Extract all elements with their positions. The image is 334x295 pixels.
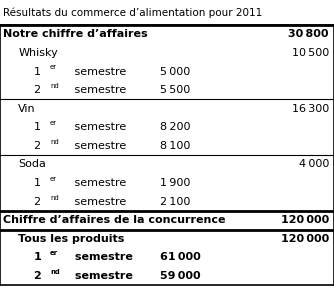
- Text: Vin: Vin: [18, 104, 36, 114]
- Text: 59 000: 59 000: [160, 271, 201, 281]
- Text: semestre: semestre: [70, 178, 126, 188]
- Text: nd: nd: [50, 83, 59, 89]
- Text: semestre: semestre: [70, 85, 126, 95]
- Text: 10 500: 10 500: [292, 48, 329, 58]
- Text: 2: 2: [33, 271, 41, 281]
- Text: semestre: semestre: [70, 67, 126, 76]
- Text: Chiffre d’affaires de la concurrence: Chiffre d’affaires de la concurrence: [3, 215, 226, 225]
- Text: 2 100: 2 100: [160, 197, 191, 206]
- Text: semestre: semestre: [70, 197, 126, 206]
- Text: 8 200: 8 200: [160, 122, 191, 132]
- Text: Tous les produits: Tous les produits: [18, 234, 125, 244]
- Text: 2: 2: [33, 141, 40, 151]
- Text: 1: 1: [33, 67, 40, 76]
- Text: 2: 2: [33, 197, 40, 206]
- Text: semestre: semestre: [70, 271, 132, 281]
- Text: 1: 1: [33, 253, 41, 262]
- Text: 5 500: 5 500: [160, 85, 191, 95]
- Text: er: er: [50, 64, 57, 71]
- Text: 120 000: 120 000: [281, 215, 329, 225]
- Text: Résultats du commerce d’alimentation pour 2011: Résultats du commerce d’alimentation pou…: [3, 7, 263, 18]
- Text: er: er: [50, 250, 58, 256]
- Text: 1: 1: [33, 178, 40, 188]
- Text: 5 000: 5 000: [160, 67, 191, 76]
- Text: semestre: semestre: [70, 122, 126, 132]
- Text: 1 900: 1 900: [160, 178, 191, 188]
- Text: nd: nd: [50, 194, 59, 201]
- Text: Whisky: Whisky: [18, 48, 58, 58]
- Text: semestre: semestre: [70, 141, 126, 151]
- Text: 8 100: 8 100: [160, 141, 191, 151]
- Text: 30 800: 30 800: [289, 30, 329, 39]
- Text: 16 300: 16 300: [292, 104, 329, 114]
- Text: 1: 1: [33, 122, 40, 132]
- Text: nd: nd: [50, 269, 60, 275]
- Text: Notre chiffre d’affaires: Notre chiffre d’affaires: [3, 30, 148, 39]
- Text: 2: 2: [33, 85, 40, 95]
- Text: semestre: semestre: [70, 253, 132, 262]
- Text: er: er: [50, 120, 57, 126]
- Text: er: er: [50, 176, 57, 182]
- Text: 120 000: 120 000: [281, 234, 329, 244]
- Text: Soda: Soda: [18, 160, 46, 169]
- Text: 61 000: 61 000: [160, 253, 201, 262]
- Text: nd: nd: [50, 139, 59, 145]
- Text: 4 000: 4 000: [299, 160, 329, 169]
